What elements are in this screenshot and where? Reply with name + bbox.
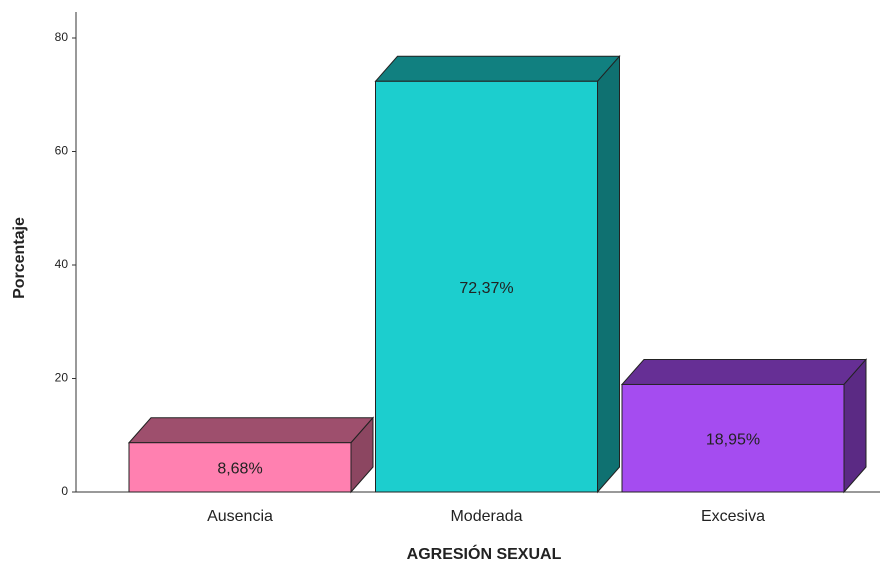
bar-top <box>374 55 621 82</box>
bar-top <box>620 358 868 385</box>
x-tick-label: Ausencia <box>207 508 273 525</box>
y-tick-label: 40 <box>55 257 69 271</box>
bar <box>375 80 598 493</box>
y-axis-title: Porcentaje <box>11 217 28 299</box>
x-axis-title: AGRESIÓN SEXUAL <box>407 544 562 563</box>
y-tick-label: 0 <box>61 484 68 498</box>
bar <box>621 383 845 493</box>
bar-top <box>127 417 375 444</box>
x-tick-label: Moderada <box>450 508 522 525</box>
bar-side <box>597 54 620 494</box>
y-tick-label: 80 <box>55 30 69 44</box>
y-tick-label: 20 <box>55 371 69 385</box>
bar <box>128 442 352 493</box>
x-tick-label: Excesiva <box>701 508 765 525</box>
y-tick-label: 60 <box>55 144 69 158</box>
value-label: 8,68% <box>217 461 262 478</box>
value-label: 72,37% <box>459 280 513 297</box>
value-label: 18,95% <box>706 431 760 448</box>
